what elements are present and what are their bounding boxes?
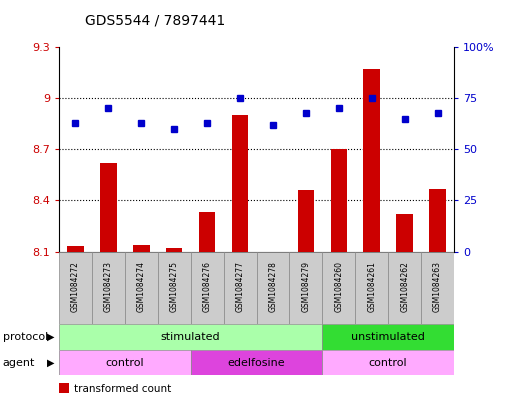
Bar	[158, 252, 191, 324]
Bar	[232, 115, 248, 252]
Bar	[322, 350, 454, 375]
Bar	[298, 190, 314, 252]
Bar	[330, 149, 347, 252]
Text: stimulated: stimulated	[161, 332, 221, 342]
Bar	[59, 252, 92, 324]
Bar	[59, 350, 191, 375]
Bar	[421, 252, 454, 324]
Text: control: control	[369, 358, 407, 367]
Text: unstimulated: unstimulated	[351, 332, 425, 342]
Bar	[59, 383, 69, 393]
Bar	[59, 324, 322, 350]
Text: GSM1084263: GSM1084263	[433, 261, 442, 312]
Bar	[256, 252, 289, 324]
Bar	[289, 252, 322, 324]
Bar	[355, 252, 388, 324]
Text: edelfosine: edelfosine	[228, 358, 285, 367]
Bar	[397, 214, 413, 252]
Text: ▶: ▶	[47, 332, 55, 342]
Bar	[388, 252, 421, 324]
Bar	[364, 69, 380, 252]
Text: GSM1084277: GSM1084277	[235, 261, 245, 312]
Bar	[322, 252, 355, 324]
Text: transformed count: transformed count	[74, 384, 171, 393]
Bar	[92, 252, 125, 324]
Text: GDS5544 / 7897441: GDS5544 / 7897441	[85, 14, 225, 28]
Bar	[224, 252, 256, 324]
Text: GSM1084261: GSM1084261	[367, 261, 376, 312]
Bar	[133, 245, 149, 252]
Text: GSM1084274: GSM1084274	[137, 261, 146, 312]
Text: GSM1084278: GSM1084278	[268, 261, 278, 312]
Bar	[166, 248, 183, 252]
Text: GSM1084260: GSM1084260	[334, 261, 343, 312]
Bar	[125, 252, 158, 324]
Text: GSM1084276: GSM1084276	[203, 261, 212, 312]
Text: agent: agent	[3, 358, 35, 367]
Text: GSM1084279: GSM1084279	[301, 261, 310, 312]
Text: GSM1084273: GSM1084273	[104, 261, 113, 312]
Bar	[191, 350, 322, 375]
Text: GSM1084262: GSM1084262	[400, 261, 409, 312]
Bar	[191, 252, 224, 324]
Text: ▶: ▶	[47, 358, 55, 367]
Bar	[199, 212, 215, 252]
Text: protocol: protocol	[3, 332, 48, 342]
Text: GSM1084275: GSM1084275	[170, 261, 179, 312]
Text: GSM1084272: GSM1084272	[71, 261, 80, 312]
Bar	[322, 324, 454, 350]
Bar	[67, 246, 84, 252]
Text: control: control	[106, 358, 144, 367]
Bar	[100, 163, 116, 252]
Bar	[429, 189, 446, 252]
